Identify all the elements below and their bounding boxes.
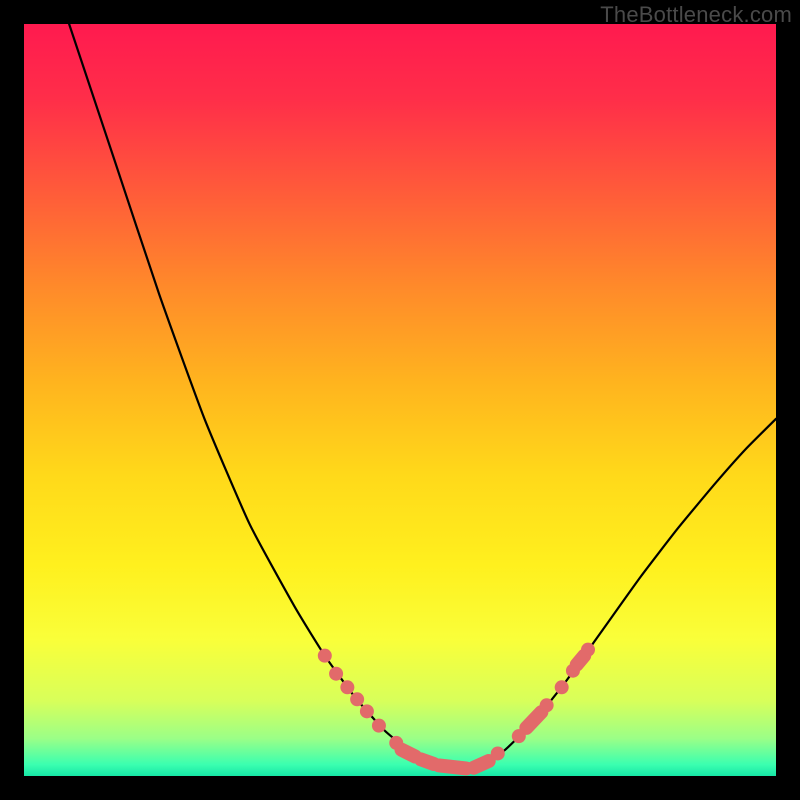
data-point: [329, 667, 343, 681]
data-point: [360, 704, 374, 718]
curve-line: [69, 24, 460, 771]
bottleneck-chart: [0, 0, 800, 800]
data-point: [318, 649, 332, 663]
data-point: [491, 746, 505, 760]
data-point: [581, 643, 595, 657]
data-point: [555, 680, 569, 694]
data-point: [566, 664, 580, 678]
data-point: [372, 719, 386, 733]
data-point: [540, 698, 554, 712]
data-capsule: [439, 765, 466, 768]
data-point: [389, 736, 403, 750]
data-capsule: [526, 712, 541, 728]
data-point: [512, 729, 526, 743]
data-point: [350, 692, 364, 706]
curve-line: [460, 419, 776, 771]
data-capsule: [402, 750, 416, 757]
data-point: [340, 680, 354, 694]
data-capsule: [474, 761, 489, 768]
data-capsule: [577, 656, 585, 665]
data-capsule: [421, 759, 434, 764]
